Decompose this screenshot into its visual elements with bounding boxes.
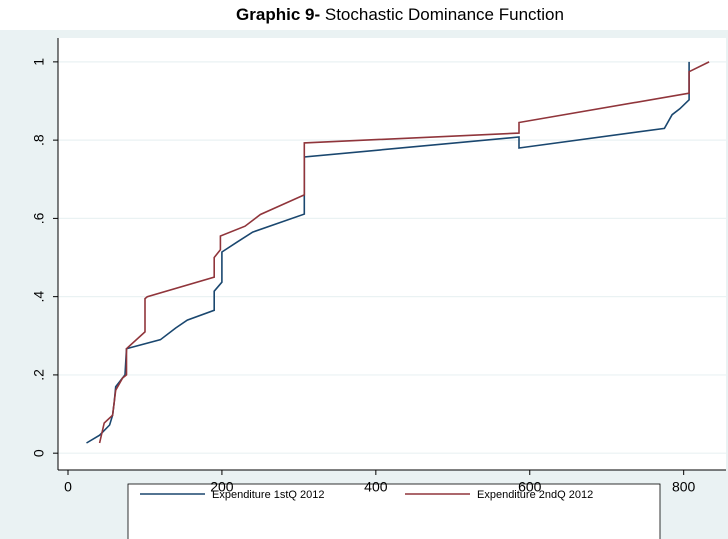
y-tick-label: 0	[31, 449, 47, 457]
y-tick-label: .2	[31, 369, 47, 381]
y-tick-label: 1	[31, 58, 47, 66]
x-tick-label: 0	[64, 479, 72, 495]
legend-label: Expenditure 1stQ 2012	[212, 489, 325, 501]
x-tick-label: 400	[364, 479, 388, 495]
series-line	[98, 61, 710, 444]
x-tick-label: 600	[518, 479, 542, 495]
y-tick-label: .8	[31, 134, 47, 146]
title-text: Stochastic Dominance Function	[325, 5, 564, 24]
legend-label: Expenditure 2ndQ 2012	[477, 489, 593, 501]
x-tick-label: 800	[672, 479, 696, 495]
legend-box	[127, 483, 661, 539]
title-label: Graphic 9-	[236, 5, 320, 24]
chart-title: Graphic 9- Stochastic Dominance Function	[236, 5, 564, 24]
plot-area	[58, 38, 726, 470]
y-tick-label: .4	[31, 291, 47, 303]
x-tick-label: 200	[210, 479, 234, 495]
y-tick-label: .6	[31, 212, 47, 224]
